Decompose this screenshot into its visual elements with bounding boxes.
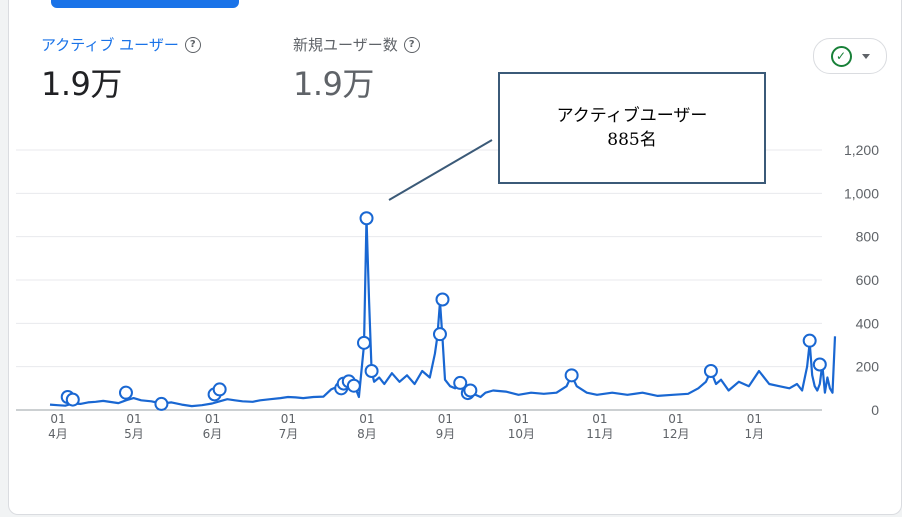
data-point-marker[interactable] — [812, 357, 827, 372]
data-point-marker[interactable] — [118, 385, 133, 400]
data-point-marker[interactable] — [346, 378, 361, 393]
data-point-marker[interactable] — [432, 327, 447, 342]
caret-down-icon — [861, 53, 870, 59]
x-tick-month: 8月 — [357, 427, 377, 441]
data-point-marker[interactable] — [564, 368, 579, 383]
new-users-label-row: 新規ユーザー数 ? — [293, 34, 420, 55]
x-tick-month: 1月 — [745, 427, 765, 441]
x-tick-day: 01 — [668, 412, 683, 426]
y-tick-label: 600 — [856, 272, 880, 288]
x-tick-day: 01 — [747, 412, 762, 426]
x-tick-month: 7月 — [279, 427, 299, 441]
active-users-label: アクティブ ユーザー — [41, 36, 179, 54]
data-point-marker[interactable] — [357, 335, 371, 350]
x-tick-day: 01 — [438, 412, 453, 426]
check-circle-icon: ✓ — [830, 45, 852, 67]
x-tick-day: 01 — [205, 412, 220, 426]
x-tick-month: 10月 — [508, 427, 535, 441]
data-point-marker[interactable] — [154, 396, 169, 411]
data-point-marker[interactable] — [359, 211, 374, 226]
x-tick-month: 12月 — [662, 427, 689, 441]
x-tick-day: 01 — [281, 412, 296, 426]
selected-metric-indicator — [51, 0, 239, 8]
x-tick-day: 01 — [50, 412, 65, 426]
chart-gridlines — [16, 149, 822, 411]
x-tick-day: 01 — [126, 412, 141, 426]
data-point-marker[interactable] — [65, 392, 80, 407]
callout-leader-line — [388, 139, 493, 201]
series-markers — [60, 211, 827, 411]
active-users-metric[interactable]: アクティブ ユーザー ? 1.9万 — [41, 34, 201, 105]
active-users-value: 1.9万 — [41, 65, 122, 103]
y-tick-label: 800 — [856, 229, 880, 245]
data-point-marker[interactable] — [703, 364, 718, 378]
data-point-marker[interactable] — [463, 383, 478, 398]
active-users-label-row: アクティブ ユーザー ? — [41, 34, 201, 55]
data-point-marker[interactable] — [364, 364, 379, 378]
compare-button[interactable]: ✓ — [813, 38, 887, 74]
new-users-value: 1.9万 — [293, 65, 374, 103]
y-tick-label: 1,000 — [844, 185, 879, 201]
x-tick-month: 6月 — [203, 427, 223, 441]
data-point-marker[interactable] — [802, 333, 817, 348]
callout-value: 885名 — [607, 130, 657, 150]
x-tick-day: 01 — [359, 412, 374, 426]
x-tick-month: 5月 — [124, 427, 144, 441]
y-tick-label: 400 — [856, 315, 880, 331]
help-icon[interactable]: ? — [403, 36, 420, 53]
data-point-marker[interactable] — [435, 292, 450, 307]
x-tick-day: 01 — [514, 412, 529, 426]
y-tick-label: 1,200 — [844, 142, 879, 158]
help-icon[interactable]: ? — [184, 36, 201, 53]
new-users-label: 新規ユーザー数 — [293, 36, 398, 54]
x-tick-month: 4月 — [48, 427, 68, 441]
peak-annotation-callout: アクティブユーザー 885名 — [498, 72, 766, 184]
data-point-marker[interactable] — [453, 375, 468, 390]
data-point-marker[interactable] — [212, 382, 227, 397]
new-users-metric[interactable]: 新規ユーザー数 ? 1.9万 — [293, 34, 420, 105]
callout-title: アクティブユーザー — [556, 106, 708, 126]
x-tick-day: 01 — [592, 412, 607, 426]
x-axis: 014月015月016月017月018月019月0110月0111月0112月0… — [48, 412, 764, 441]
active-users-series-line — [49, 217, 837, 408]
y-tick-label: 200 — [856, 359, 880, 375]
x-tick-month: 9月 — [436, 427, 456, 441]
y-axis: 1,200 1,000 800 600 400 200 0 — [844, 142, 879, 418]
y-tick-label: 0 — [871, 402, 879, 418]
x-tick-month: 11月 — [586, 427, 613, 441]
